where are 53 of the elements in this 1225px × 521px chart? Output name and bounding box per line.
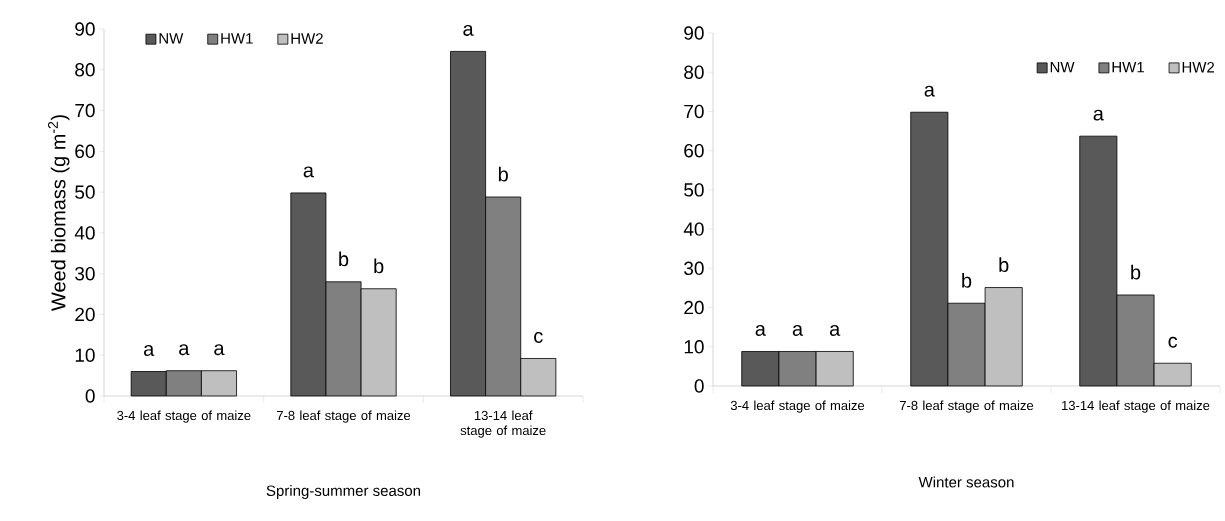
y-tick-label: 0 (694, 379, 704, 393)
legend-label: HW2 (291, 33, 323, 44)
legend-label: NW (1050, 61, 1075, 73)
data-label: a (1093, 109, 1104, 121)
y-tick-label: 20 (75, 307, 95, 322)
y-tick-label: 70 (684, 104, 704, 119)
x-axis-title: Spring-summer season (266, 484, 421, 499)
y-tick-label: 60 (75, 144, 95, 159)
data-label: b (374, 258, 384, 274)
y-tick-label: 60 (684, 143, 704, 158)
data-label: a (792, 324, 804, 336)
y-tick-label: 50 (684, 183, 704, 197)
legend-label: HW1 (1112, 61, 1144, 73)
x-tick-label: 3-4 leaf stage of maize (117, 410, 251, 423)
data-label: a (179, 344, 190, 356)
y-tick-label: 30 (684, 261, 704, 276)
data-label: a (924, 85, 935, 97)
data-label: b (498, 166, 508, 182)
legend-label: HW2 (1182, 61, 1215, 73)
legend-label: NW (159, 33, 184, 44)
y-tick-label: 10 (75, 348, 95, 362)
y-tick-label: 70 (75, 103, 95, 118)
data-label: b (962, 273, 972, 288)
data-label: a (463, 24, 474, 36)
x-axis-title: Winter season (918, 476, 1014, 488)
data-label: a (755, 324, 766, 336)
data-label: a (303, 166, 314, 178)
data-label: c (1168, 336, 1178, 348)
data-label: b (339, 251, 349, 267)
y-tick-label: 20 (684, 300, 704, 315)
data-label: a (829, 324, 841, 336)
y-tick-label: 40 (683, 222, 704, 236)
x-tick-label: 3-4 leaf stage of maize (730, 400, 865, 413)
y-tick-label: 50 (75, 185, 95, 199)
y-tick-label: 80 (684, 65, 704, 79)
y-tick-label: 40 (74, 226, 95, 240)
x-tick-label: 13-14 leaf stage of maize (460, 410, 546, 438)
y-tick-label: 0 (85, 389, 95, 403)
x-tick-label: 7-8 leaf stage of maize (899, 400, 1034, 413)
y-tick-label: 80 (75, 63, 95, 77)
y-axis-title: Weed biomass (g m$^{-2}$) (48, 115, 70, 311)
y-tick-label: 10 (684, 340, 704, 354)
x-tick-label: 7-8 leaf stage of maize (276, 410, 411, 423)
data-label: a (144, 345, 155, 356)
legend-label: HW1 (221, 33, 253, 44)
data-label: b (1131, 264, 1141, 280)
y-tick-label: 30 (75, 266, 95, 281)
y-tick-label: 90 (75, 22, 95, 36)
x-tick-label: 13-14 leaf stage of maize (1062, 400, 1210, 413)
y-tick-label: 90 (684, 26, 704, 40)
data-label: b (999, 257, 1009, 272)
data-label: a (214, 344, 225, 356)
data-label: c (534, 331, 543, 343)
